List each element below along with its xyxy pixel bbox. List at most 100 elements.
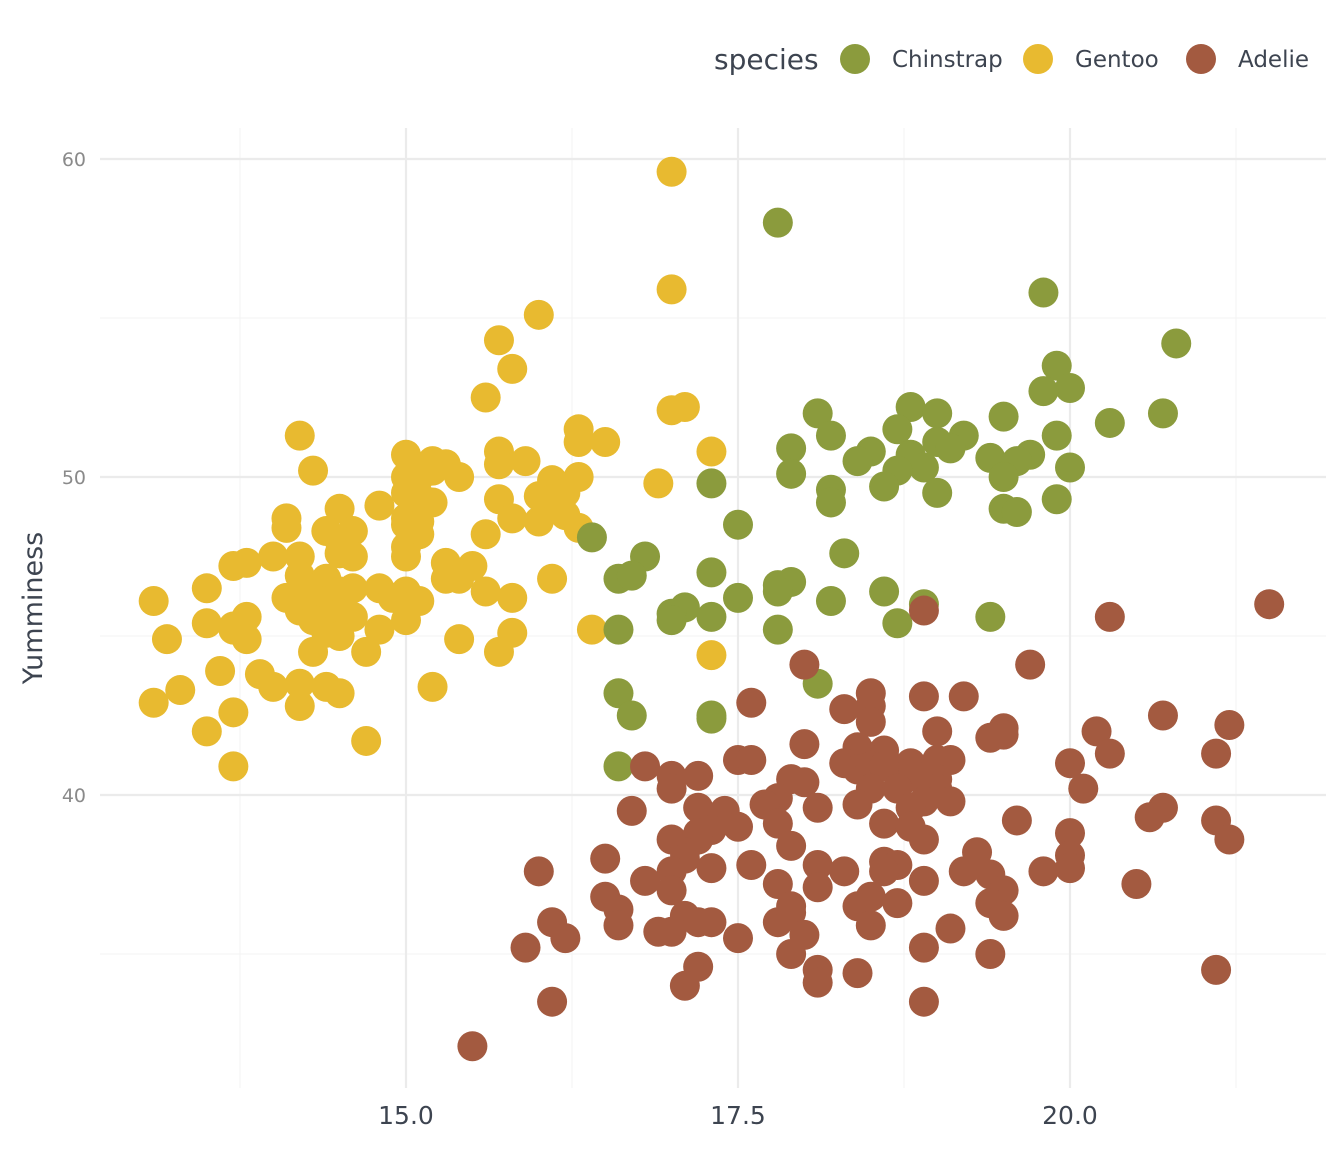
point-adelie	[789, 767, 820, 798]
point-adelie	[975, 939, 1006, 969]
point-gentoo	[351, 725, 382, 756]
point-chinstrap	[842, 446, 873, 477]
point-chinstrap	[975, 601, 1006, 632]
point-adelie	[510, 932, 541, 963]
point-adelie	[736, 745, 767, 776]
point-gentoo	[298, 636, 329, 667]
point-gentoo	[391, 541, 421, 572]
point-adelie	[762, 808, 793, 839]
series-chinstrap	[576, 207, 1192, 782]
point-chinstrap	[696, 601, 727, 632]
point-adelie	[1134, 802, 1165, 833]
point-adelie	[776, 897, 807, 928]
point-gentoo	[523, 299, 554, 330]
x-tick-label: 17.5	[710, 1101, 766, 1130]
point-gentoo	[218, 751, 249, 782]
point-adelie	[550, 923, 581, 954]
point-gentoo	[696, 640, 727, 671]
point-adelie	[922, 716, 953, 747]
point-adelie	[869, 751, 900, 782]
point-gentoo	[497, 582, 528, 613]
point-gentoo	[324, 493, 355, 524]
point-adelie	[457, 1031, 488, 1062]
point-chinstrap	[616, 700, 647, 731]
point-gentoo	[324, 678, 355, 709]
point-adelie	[802, 872, 833, 903]
legend-item-adelie: Adelie	[1186, 44, 1309, 74]
point-gentoo	[218, 697, 249, 728]
point-chinstrap	[922, 398, 953, 429]
point-gentoo	[165, 675, 196, 706]
point-adelie	[1055, 818, 1085, 849]
y-tick-label: 50	[62, 467, 86, 489]
point-adelie	[1094, 738, 1125, 769]
point-gentoo	[470, 382, 501, 413]
point-gentoo	[205, 655, 236, 686]
point-gentoo	[497, 353, 528, 384]
point-adelie	[842, 958, 873, 989]
point-chinstrap	[869, 471, 900, 502]
data-points	[138, 156, 1285, 1062]
point-adelie	[908, 595, 939, 626]
point-gentoo	[483, 449, 514, 480]
point-gentoo	[258, 671, 289, 702]
point-chinstrap	[815, 487, 846, 518]
point-gentoo	[483, 636, 514, 667]
point-adelie	[908, 681, 939, 712]
point-adelie	[1094, 601, 1125, 632]
point-chinstrap	[603, 751, 634, 782]
point-gentoo	[298, 455, 329, 486]
point-chinstrap	[656, 605, 687, 636]
point-chinstrap	[696, 468, 727, 499]
point-adelie	[882, 888, 913, 919]
point-adelie	[616, 795, 647, 826]
point-gentoo	[151, 624, 182, 655]
point-gentoo	[258, 541, 289, 572]
legend-swatch	[840, 44, 870, 74]
point-gentoo	[231, 624, 262, 655]
point-adelie	[948, 856, 979, 887]
point-adelie	[908, 865, 939, 896]
point-gentoo	[138, 586, 169, 617]
point-gentoo	[563, 427, 594, 458]
point-gentoo	[391, 605, 421, 636]
point-gentoo	[497, 503, 528, 534]
series-adelie	[457, 589, 1285, 1062]
point-adelie	[869, 856, 900, 887]
point-gentoo	[510, 446, 541, 477]
point-chinstrap	[988, 462, 1019, 492]
legend-label: Gentoo	[1075, 47, 1159, 73]
point-adelie	[1055, 853, 1085, 884]
legend-item-gentoo: Gentoo	[1023, 44, 1159, 74]
point-adelie	[908, 986, 939, 1017]
point-adelie	[1254, 589, 1285, 620]
point-adelie	[802, 849, 833, 880]
point-adelie	[1015, 649, 1046, 680]
point-adelie	[723, 923, 753, 954]
point-gentoo	[218, 551, 249, 582]
y-axis-ticks: 40 50 60	[62, 149, 86, 807]
point-chinstrap	[603, 678, 634, 709]
point-gentoo	[444, 624, 475, 655]
point-adelie	[1147, 700, 1178, 731]
point-gentoo	[337, 573, 368, 604]
point-adelie	[683, 792, 714, 823]
point-adelie	[776, 830, 807, 861]
point-gentoo	[324, 621, 355, 651]
point-chinstrap	[922, 477, 953, 508]
point-gentoo	[483, 325, 514, 356]
point-gentoo	[696, 436, 727, 467]
point-chinstrap	[696, 703, 727, 734]
point-adelie	[537, 986, 568, 1017]
point-adelie	[1081, 716, 1112, 747]
point-adelie	[829, 856, 860, 887]
point-gentoo	[550, 477, 581, 508]
point-chinstrap	[1041, 350, 1072, 381]
point-adelie	[829, 694, 860, 725]
point-adelie	[935, 786, 966, 817]
point-adelie	[590, 843, 621, 874]
point-gentoo	[364, 614, 395, 645]
point-chinstrap	[935, 433, 966, 464]
point-adelie	[1028, 856, 1059, 887]
point-adelie	[762, 869, 793, 900]
